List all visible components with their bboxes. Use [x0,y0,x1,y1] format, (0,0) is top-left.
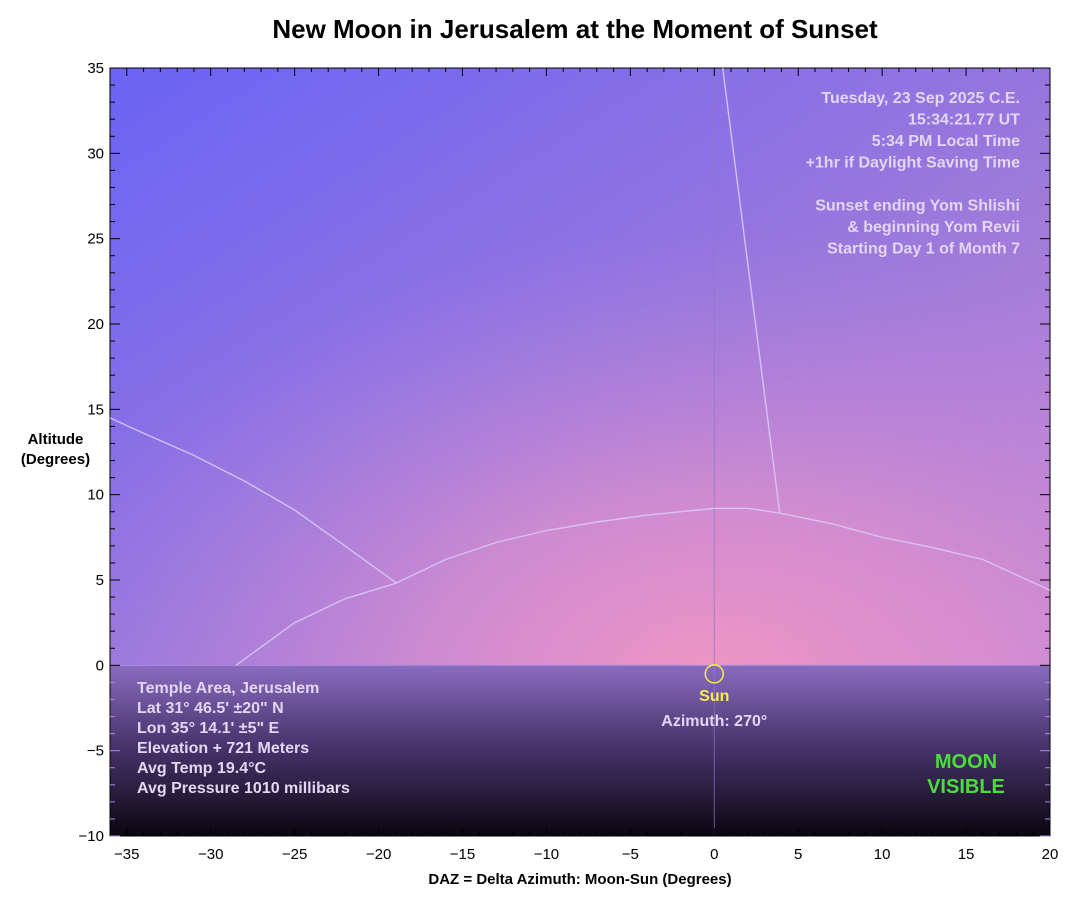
x-tick-label: −20 [366,846,391,863]
visibility-status: VISIBLE [927,776,1005,798]
y-tick-label: 10 [87,487,104,504]
x-tick-label: −10 [534,846,559,863]
y-axis-label-line1: Altitude [27,431,84,448]
y-tick-label: 15 [87,401,104,418]
date-info-line: & beginning Yom Revii [847,219,1020,236]
x-tick-label: 0 [710,846,718,863]
date-info-line: Sunset ending Yom Shlishi [815,198,1020,215]
y-tick-label: −10 [79,828,104,845]
date-info-line: 5:34 PM Local Time [872,133,1020,150]
plot-axes: −35 −30 −25 −20 −15 −10 −5 0 5 10 15 20 −10 −5 0 5 10 15 2… [79,60,1059,863]
x-tick-label: 15 [958,846,975,863]
location-info-line: Elevation + 721 Meters [137,740,309,757]
y-tick-label: 20 [87,316,104,333]
date-info-line: Tuesday, 23 Sep 2025 C.E. [821,90,1020,107]
moon-path-series [235,507,1051,666]
location-info-line: Lon 35° 14.1' ±5" E [137,720,280,737]
location-info-line: Avg Pressure 1010 millibars [137,780,350,797]
x-tick-label: −25 [282,846,307,863]
x-tick-label: −35 [114,846,139,863]
y-tick-label: 25 [87,231,104,248]
location-info-line: Lat 31° 46.5' ±20" N [137,700,284,717]
x-tick-label: 20 [1042,846,1059,863]
plot-series [109,67,1051,666]
y-tick-label: 30 [87,145,104,162]
plot-text: Tuesday, 23 Sep 2025 C.E. 15:34:21.77 UT 5… [137,90,1020,798]
plot-background [110,68,1050,836]
x-tick-label: −5 [622,846,639,863]
moon-sun-line-series [722,67,781,514]
date-info-line: 15:34:21.77 UT [908,112,1020,129]
y-axis-label-line2: (Degrees) [20,451,91,468]
y-tick-label: 5 [96,572,104,589]
sun-marker [704,664,725,684]
x-tick-label: −30 [198,846,223,863]
location-info-line: Temple Area, Jerusalem [137,680,319,697]
sky-glow [110,68,1050,666]
y-axis-label: Altitude (Degrees) [8,430,103,470]
x-axis-label: DAZ = Delta Azimuth: Moon-Sun (Degrees) [428,871,732,888]
y-tick-label: −5 [87,743,104,760]
y-tick-label: 35 [87,60,104,77]
sun-azimuth-label: Azimuth: 270° [661,713,767,730]
y-tick-label: 0 [96,657,104,674]
date-info-line: Starting Day 1 of Month 7 [827,241,1020,258]
x-tick-label: −15 [450,846,475,863]
x-tick-label: 5 [794,846,802,863]
chart-title: New Moon in Jerusalem at the Moment of S… [272,14,878,44]
location-info-line: Avg Temp 19.4°C [137,760,267,777]
x-tick-label: 10 [874,846,891,863]
ground-area [110,665,1050,836]
plot-marks: Sun Azimuth: 270° [404,532,767,730]
ecliptic-series [109,417,398,584]
sun-label: Sun [699,688,729,705]
visibility-status: MOON [935,751,997,773]
date-info-line: +1hr if Daylight Saving Time [806,155,1021,172]
